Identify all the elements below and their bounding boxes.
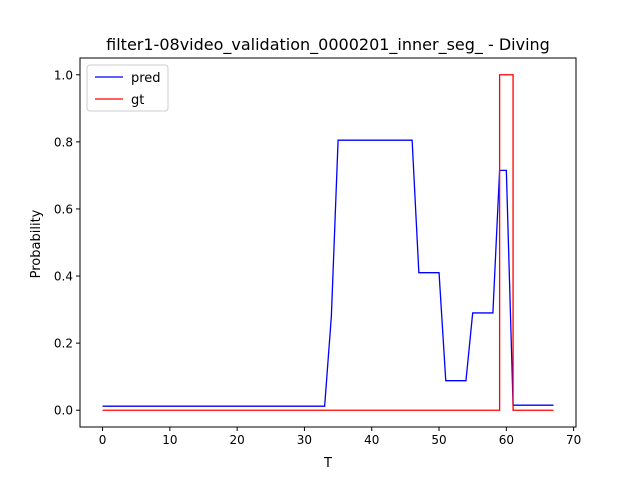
x-tick-label: 30 [297,433,312,447]
legend-label-pred: pred [131,71,161,86]
chart-title: filter1-08video_validation_0000201_inner… [106,35,550,55]
series-line-gt [102,74,554,411]
x-tick-label: 70 [566,433,581,447]
x-tick-label: 0 [99,433,107,447]
axes-frame [79,57,577,428]
legend: pred gt [86,64,169,112]
x-tick-label: 50 [431,433,446,447]
y-tick-label: 0.6 [54,202,73,216]
x-tick-label: 20 [230,433,245,447]
y-tick-label: 0.2 [54,337,73,351]
x-tick-label: 10 [162,433,177,447]
plot-area [102,74,554,411]
series-line-pred [102,139,554,407]
y-tick-label: 1.0 [54,68,73,82]
x-tick-label: 60 [499,433,514,447]
x-tick-label: 40 [364,433,379,447]
axes: 0 10 20 30 40 50 60 70 0.0 0.2 0.4 0.6 0.8 1.0 [54,57,581,447]
y-tick-label: 0.4 [54,270,73,284]
y-tick-label: 0.8 [54,135,73,149]
legend-label-gt: gt [131,93,144,108]
y-axis-label: Probability [29,209,44,278]
y-tick-label: 0.0 [54,404,73,418]
x-axis-label: T [323,456,332,471]
